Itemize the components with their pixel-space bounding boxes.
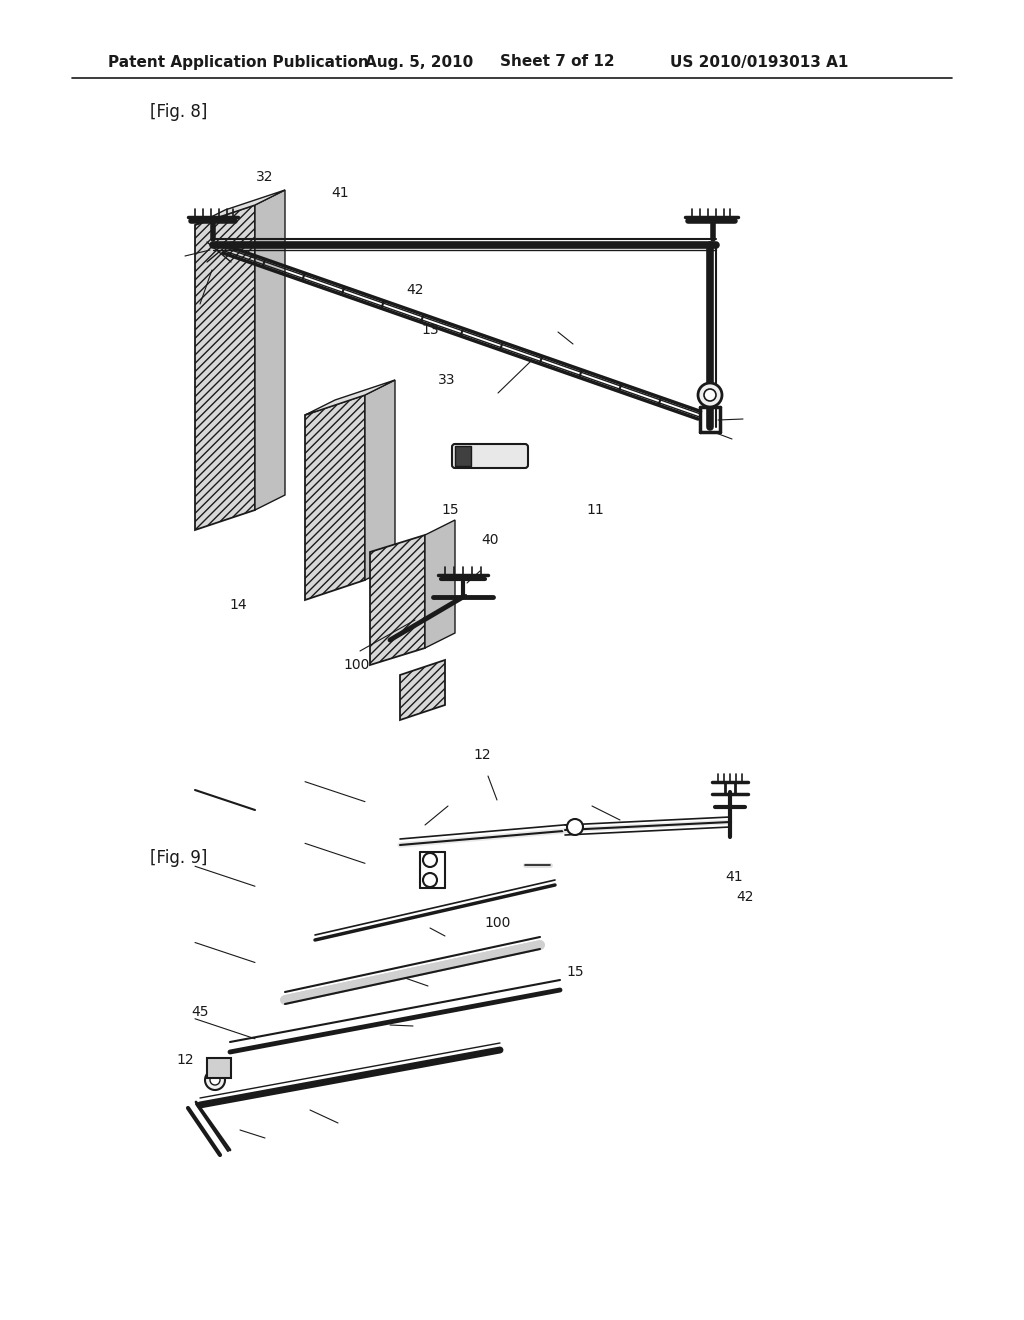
Text: [Fig. 8]: [Fig. 8] [150, 103, 208, 121]
Polygon shape [207, 1059, 231, 1078]
Polygon shape [305, 395, 365, 601]
Text: Sheet 7 of 12: Sheet 7 of 12 [500, 54, 614, 70]
Text: 41: 41 [725, 870, 742, 884]
Circle shape [423, 873, 437, 887]
Text: 45: 45 [191, 1005, 209, 1019]
Circle shape [210, 1074, 220, 1085]
Text: Patent Application Publication: Patent Application Publication [108, 54, 369, 70]
Text: Aug. 5, 2010: Aug. 5, 2010 [365, 54, 473, 70]
Bar [455, 446, 471, 466]
Polygon shape [195, 190, 285, 224]
Text: [Fig. 9]: [Fig. 9] [150, 849, 208, 867]
Text: 40: 40 [481, 533, 499, 546]
Text: 100: 100 [484, 916, 511, 931]
Polygon shape [365, 380, 395, 579]
Text: 42: 42 [736, 890, 754, 904]
Polygon shape [400, 660, 445, 719]
Circle shape [205, 1071, 225, 1090]
Text: 11: 11 [586, 503, 604, 517]
Text: 13: 13 [421, 323, 439, 337]
Text: 15: 15 [566, 965, 584, 979]
Polygon shape [255, 190, 285, 510]
Polygon shape [425, 520, 455, 648]
Text: 15: 15 [441, 503, 459, 517]
Text: 42: 42 [407, 282, 424, 297]
Text: 14: 14 [229, 598, 247, 612]
Circle shape [698, 383, 722, 407]
Polygon shape [305, 380, 395, 414]
Polygon shape [370, 535, 425, 665]
Circle shape [567, 818, 583, 836]
FancyBboxPatch shape [452, 444, 528, 469]
Text: 100: 100 [344, 657, 371, 672]
Text: 12: 12 [473, 748, 490, 762]
Text: 12: 12 [176, 1053, 194, 1067]
Circle shape [705, 389, 716, 401]
Text: 33: 33 [438, 374, 456, 387]
Text: 32: 32 [256, 170, 273, 183]
Polygon shape [195, 205, 255, 531]
Circle shape [423, 853, 437, 867]
Text: US 2010/0193013 A1: US 2010/0193013 A1 [670, 54, 848, 70]
Text: 41: 41 [331, 186, 349, 201]
